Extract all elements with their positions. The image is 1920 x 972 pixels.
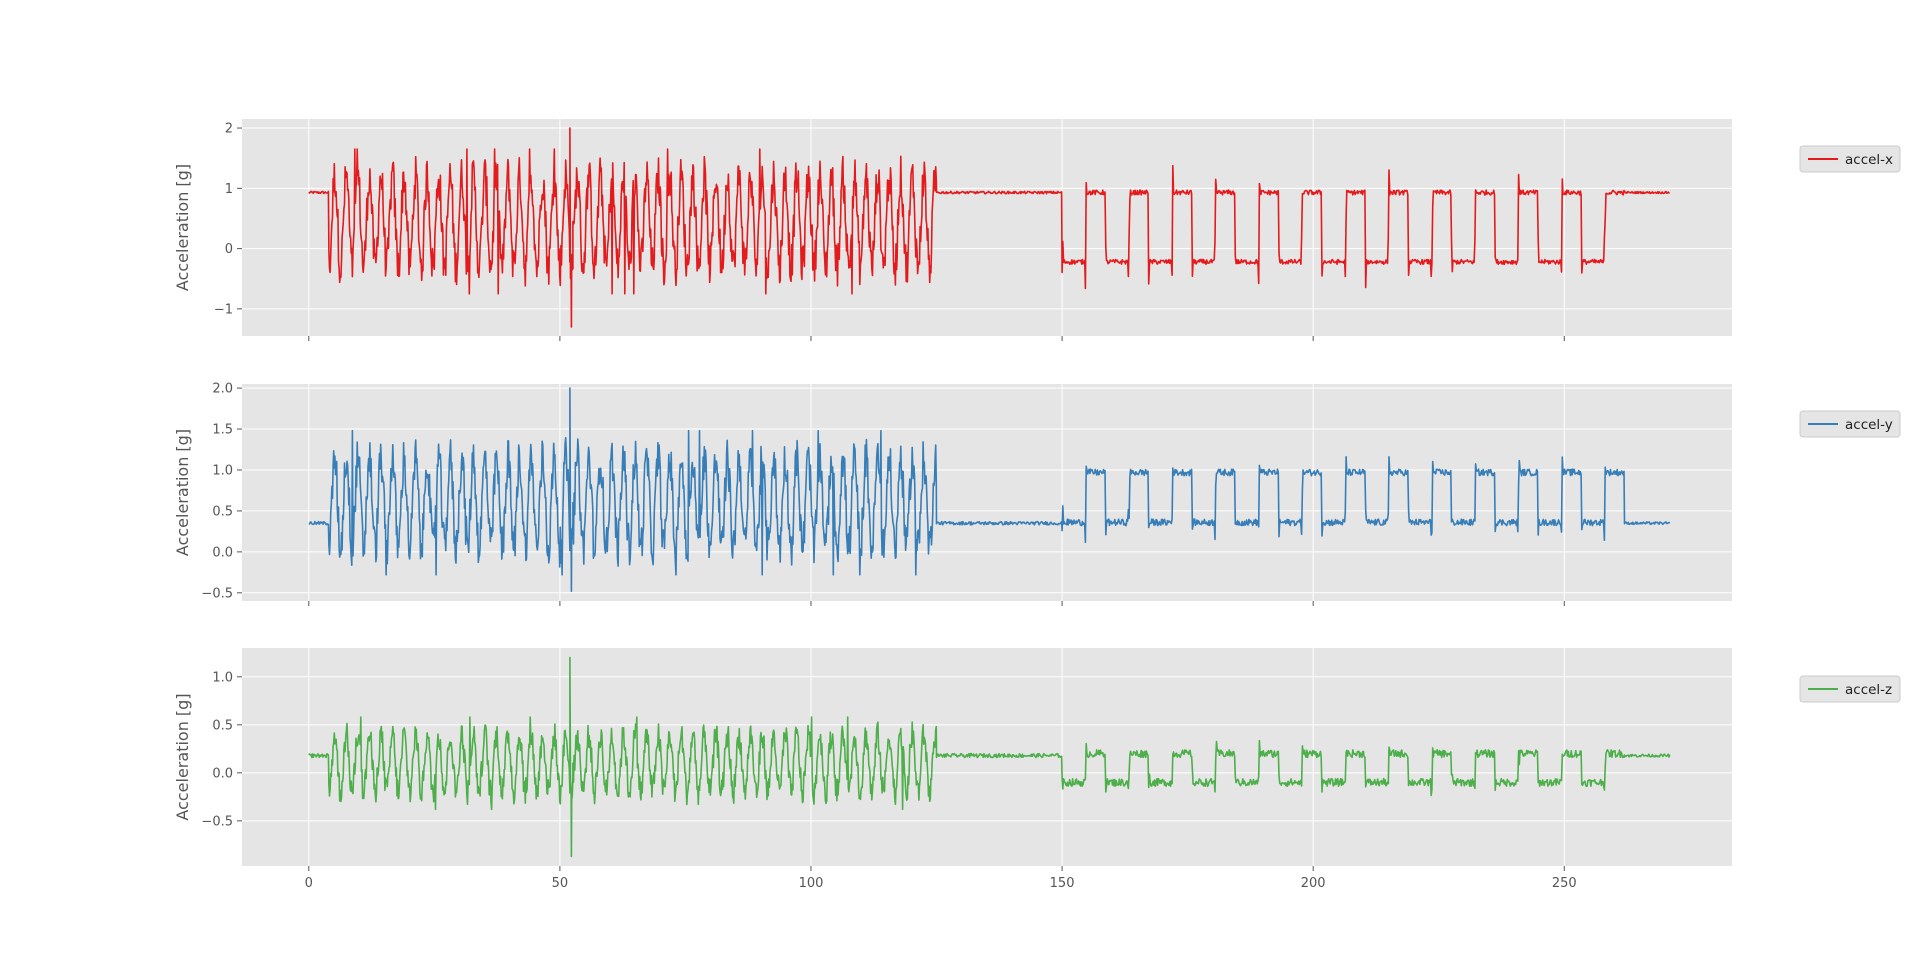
x-tick-label: 0 (305, 876, 313, 891)
x-tick-label: 150 (1050, 876, 1075, 891)
y-tick-label: 2 (225, 122, 233, 137)
panel-3: −0.5 0.0 0.5 1.0 0 50 100 150 200 250 Acceleration… (173, 648, 1901, 891)
legend: accel-y (1799, 410, 1901, 438)
y-axis-label: Acceleration [g] (173, 164, 192, 291)
y-tick-label: 1.0 (212, 670, 233, 685)
legend-label: accel-y (1845, 417, 1893, 433)
y-tick-label: 1 (225, 182, 233, 197)
series-line-accel-x (308, 127, 1670, 328)
series-line-accel-z (308, 656, 1671, 858)
legend-box (1799, 410, 1901, 438)
legend: accel-z (1799, 675, 1901, 703)
y-tick-label: −0.5 (201, 814, 233, 829)
legend-box (1799, 675, 1901, 703)
y-axis-label: Acceleration [g] (173, 693, 192, 820)
panel-2: −0.5 0.0 0.5 1.0 1.5 2.0 Acceleration [g] accel… (173, 382, 1901, 606)
x-tick-label: 250 (1552, 876, 1577, 891)
x-tick-label: 50 (552, 876, 569, 891)
panel-1: −1 0 1 2 Acceleration [g] accel-x (173, 119, 1901, 341)
legend-box (1799, 145, 1901, 173)
x-tick-label: 100 (799, 876, 824, 891)
y-tick-label: 2.0 (212, 382, 233, 397)
y-axis-label: Acceleration [g] (173, 429, 192, 556)
y-tick-label: −0.5 (201, 586, 233, 601)
y-tick-label: −1 (214, 302, 233, 317)
legend: accel-x (1799, 145, 1901, 173)
y-tick-label: 0.5 (212, 504, 233, 519)
plot-area (242, 384, 1732, 601)
y-tick-label: 0.0 (212, 545, 233, 560)
y-tick-label: 0.5 (212, 718, 233, 733)
y-tick-label: 0 (225, 242, 233, 257)
y-tick-label: 1.0 (212, 463, 233, 478)
legend-label: accel-z (1845, 682, 1892, 698)
series-line-accel-y (308, 387, 1671, 592)
legend-label: accel-x (1845, 152, 1893, 168)
y-tick-label: 1.5 (212, 423, 233, 438)
x-tick-label: 200 (1301, 876, 1326, 891)
y-tick-label: 0.0 (212, 766, 233, 781)
plot-area (242, 119, 1732, 336)
